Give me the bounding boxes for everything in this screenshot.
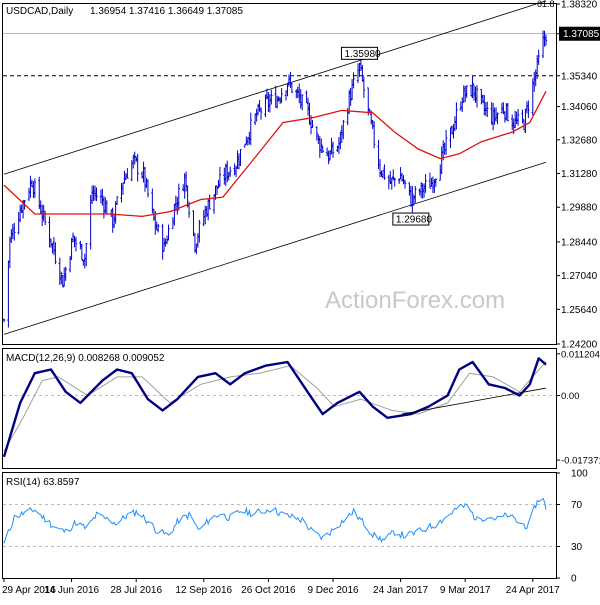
price-annotation-label: 1.29680 xyxy=(396,215,433,226)
rsi-y-tick-label: 70 xyxy=(571,500,583,511)
price-y-tick-label: 1.29880 xyxy=(561,203,598,214)
channel-upper-line xyxy=(3,0,547,175)
price-panel-symbol: USDCAD,Daily xyxy=(6,6,73,17)
macd-y-tick-label: -0.017371 xyxy=(561,456,600,467)
moving-average-line xyxy=(3,90,547,218)
rsi-y-tick-label: 100 xyxy=(571,469,588,480)
macd-panel-title: MACD(12,26,9) 0.008268 0.009052 xyxy=(6,353,165,364)
current-price-box xyxy=(559,26,600,41)
price-annotation-label: 1.35980 xyxy=(344,49,381,60)
price-annotation-box xyxy=(340,46,378,60)
channel-lower-line xyxy=(3,161,547,335)
x-tick-label: 14 Jun 2016 xyxy=(44,585,99,596)
macd-line xyxy=(2,357,547,458)
price-annotation-box xyxy=(392,212,430,226)
x-tick-label: 24 Jan 2017 xyxy=(373,585,428,596)
rsi-panel-title: RSI(14) 63.8597 xyxy=(6,477,80,488)
price-y-tick-label: 1.32680 xyxy=(561,135,598,146)
macd-y-tick-label: 0.011204 xyxy=(561,349,600,360)
x-tick-label: 12 Sep 2016 xyxy=(175,585,232,596)
price-y-tick-label: 1.28440 xyxy=(561,237,598,248)
price-panel-ohlc: 1.36954 1.37416 1.36649 1.37085 xyxy=(90,6,243,17)
rsi-y-tick-label: 0 xyxy=(571,574,577,585)
x-tick-label: 9 Mar 2017 xyxy=(440,585,491,596)
current-price-label: 1.37085 xyxy=(563,29,600,40)
rsi-line xyxy=(3,497,547,544)
price-y-tick-label: 1.38320 xyxy=(561,0,598,11)
x-tick-label: 9 Dec 2016 xyxy=(307,585,359,596)
price-y-tick-label: 1.31280 xyxy=(561,169,598,180)
x-tick-label: 26 Oct 2016 xyxy=(241,585,296,596)
price-y-tick-label: 1.27040 xyxy=(561,271,598,282)
macd-signal-line xyxy=(3,361,547,452)
fib-level-label: 61.8 xyxy=(537,0,555,9)
price-y-tick-label: 1.34060 xyxy=(561,102,598,113)
x-tick-label: 24 Apr 2017 xyxy=(506,585,560,596)
macd-panel xyxy=(2,348,557,469)
price-y-tick-label: 1.24200 xyxy=(561,340,598,351)
macd-trendline xyxy=(401,387,547,415)
macd-y-tick-label: 0.00 xyxy=(561,391,580,402)
rsi-panel xyxy=(2,472,557,579)
price-y-tick-label: 1.25640 xyxy=(561,305,598,316)
watermark: ActionForex.com xyxy=(325,287,505,314)
rsi-y-tick-label: 30 xyxy=(571,542,583,553)
x-tick-label: 28 Jul 2016 xyxy=(110,585,162,596)
x-tick-label: 29 Apr 2016 xyxy=(2,585,56,596)
price-y-tick-label: 1.35340 xyxy=(561,71,598,82)
